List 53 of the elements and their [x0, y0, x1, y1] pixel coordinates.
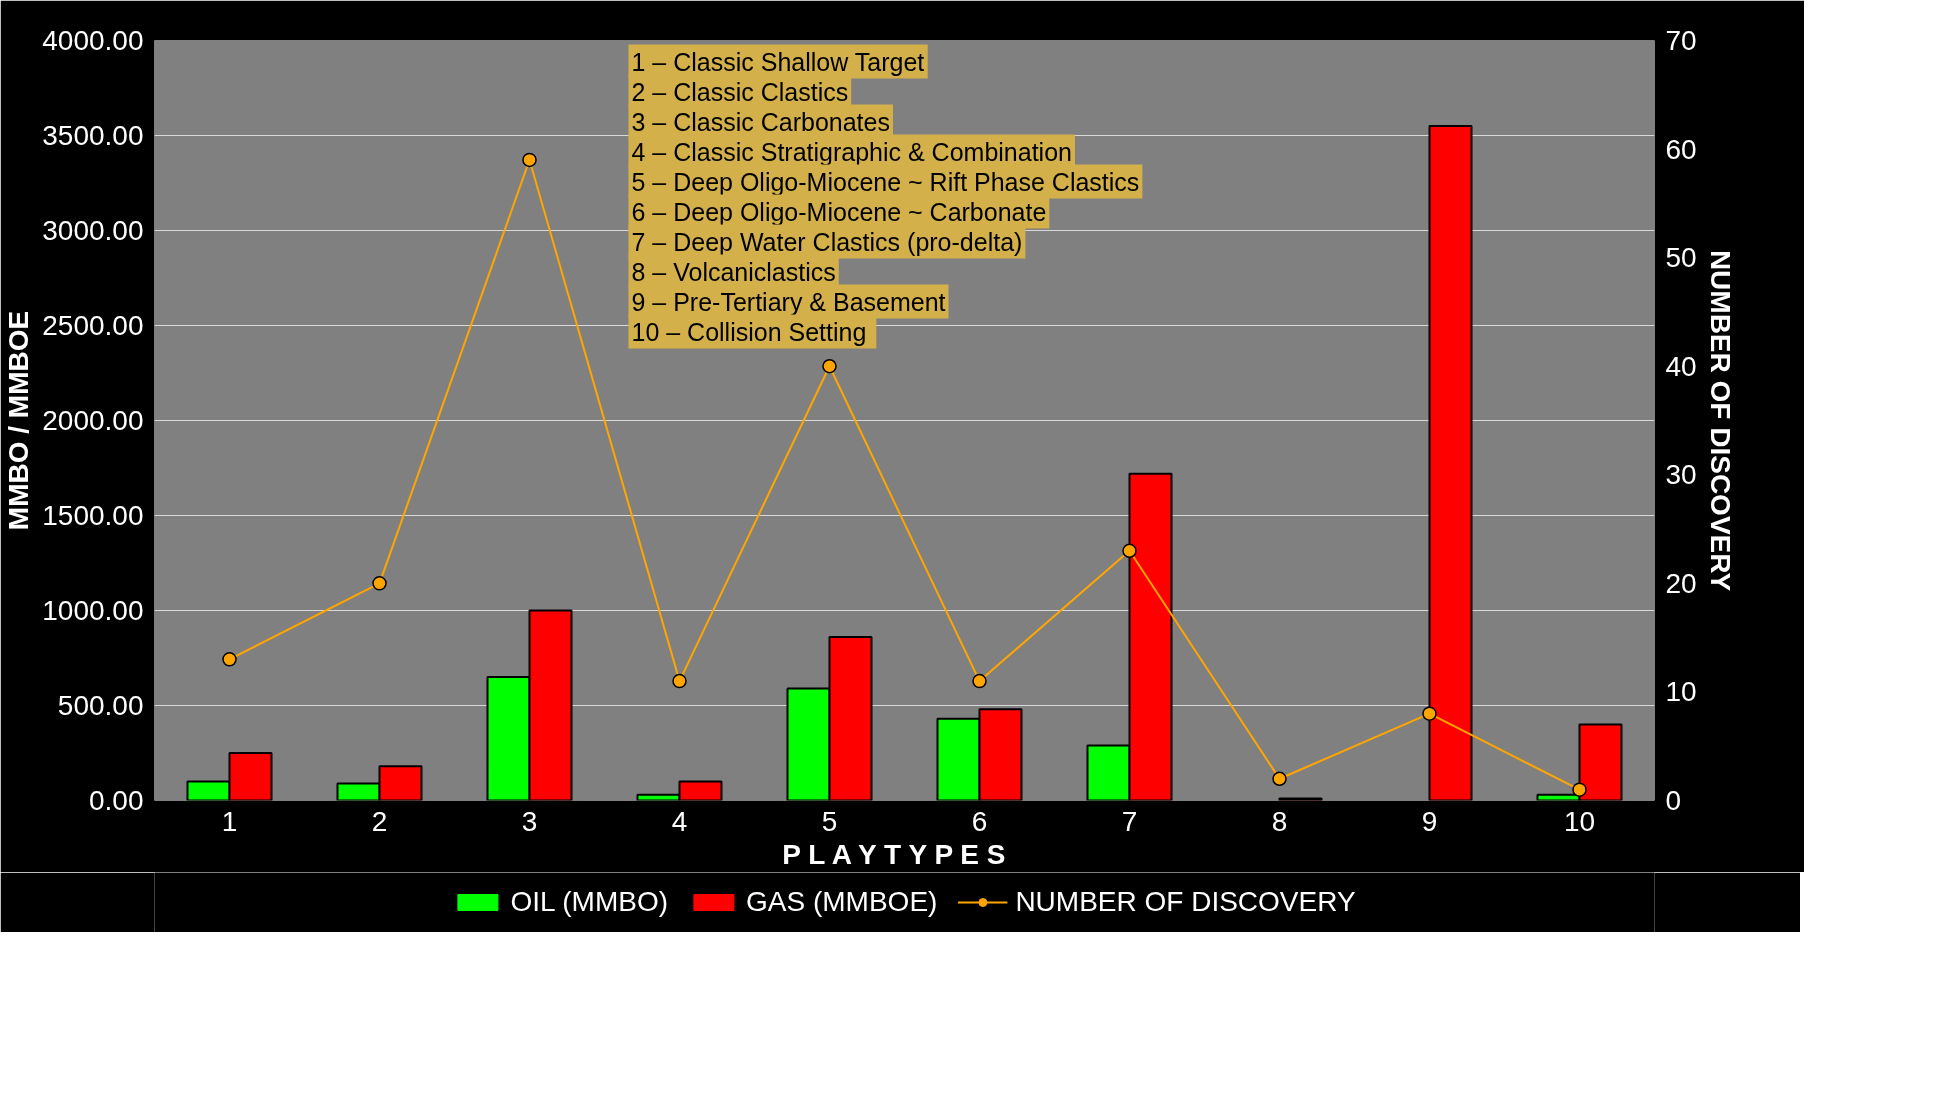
point — [1572, 782, 1587, 797]
point — [1122, 543, 1137, 559]
y-tick-label: 3500.00 — [42, 120, 144, 151]
y-tick-label: 1500.00 — [42, 500, 144, 531]
point — [372, 576, 387, 591]
legend-label: NUMBER OF DISCOVERY — [1015, 886, 1356, 918]
y2-tick-label: 40 — [1665, 350, 1697, 382]
annotation: 10 – Collision Setting — [631, 317, 867, 346]
annotation: 6 – Deep Oligo-Miocene ~ Carbonate — [631, 197, 1047, 226]
y-tick-label: 1000.00 — [42, 595, 144, 626]
legend-label: OIL (MMBO) — [510, 886, 669, 918]
annotation: 1 – Classic Shallow Target — [631, 47, 925, 76]
annotation: 7 – Deep Water Clastics (pro-delta) — [631, 227, 1023, 256]
y-axis-title: MMBO / MMBOE — [3, 310, 35, 531]
y-tick-label: 500.00 — [57, 690, 144, 721]
point — [672, 673, 687, 689]
x-tick-label: 3 — [521, 805, 538, 837]
x-tick-label: 8 — [1271, 805, 1288, 837]
x-tick-label: 4 — [671, 805, 688, 837]
y-tick-label: 0.00 — [89, 785, 144, 816]
point — [522, 152, 537, 168]
point — [972, 673, 987, 689]
y2-tick-label: 50 — [1665, 242, 1697, 274]
y-tick-label: 2500.00 — [42, 310, 144, 341]
annotation: 5 – Deep Oligo-Miocene ~ Rift Phase Clastics — [631, 167, 1140, 196]
y-tick-label: 3000.00 — [42, 215, 144, 246]
y2-tick-label: 30 — [1665, 459, 1697, 491]
y2-tick-label: 0 — [1665, 785, 1682, 816]
x-tick-label: 9 — [1421, 805, 1438, 837]
legend-label: GAS (MMBOE) — [746, 886, 938, 918]
y2-tick-label: 10 — [1665, 676, 1697, 708]
x-axis-title: P L A Y T Y P E S — [782, 838, 1006, 870]
y2-tick-label: 20 — [1665, 567, 1697, 599]
x-tick-label: 7 — [1121, 805, 1138, 837]
point — [1272, 771, 1287, 787]
annotation: 4 – Classic Stratigraphic & Combination — [631, 137, 1072, 166]
y2-tick-label: 70 — [1665, 25, 1697, 56]
x-tick-label: 2 — [371, 805, 388, 837]
x-tick-label: 1 — [221, 805, 238, 837]
point — [1422, 706, 1437, 721]
point — [822, 358, 837, 374]
x-tick-label: 6 — [971, 805, 988, 837]
annotation: 8 – Volcaniclastics — [631, 257, 836, 286]
x-tick-label: 10 — [1563, 805, 1596, 837]
annotation: 9 – Pre-Tertiary & Basement — [631, 287, 946, 316]
y2-axis-title: NUMBER OF DISCOVERY — [1704, 249, 1736, 592]
y-tick-label: 4000.00 — [42, 25, 144, 56]
x-tick-label: 5 — [821, 805, 838, 837]
annotation: 3 – Classic Carbonates — [631, 107, 890, 136]
y2-tick-label: 60 — [1665, 133, 1697, 165]
annotation: 2 – Classic Clastics — [631, 77, 849, 106]
point — [222, 652, 237, 667]
y-tick-label: 2000.00 — [42, 405, 144, 436]
